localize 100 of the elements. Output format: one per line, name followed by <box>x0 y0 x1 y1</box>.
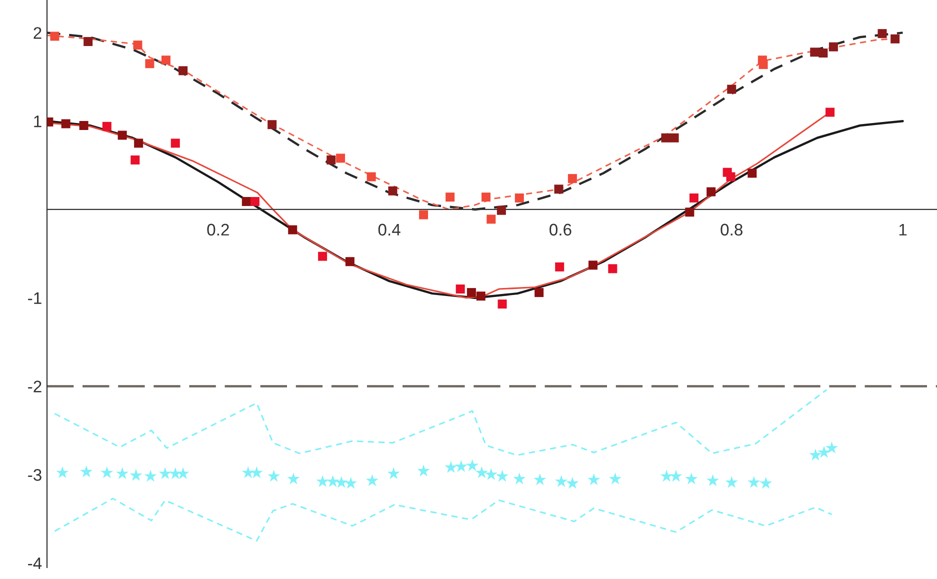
point <box>268 120 277 130</box>
point <box>568 174 577 184</box>
x-tick-label: 0.6 <box>550 224 572 236</box>
x-tick-label: 1 <box>899 224 907 236</box>
point <box>566 476 579 489</box>
point <box>748 476 760 488</box>
y-tick-label: -2 <box>28 380 42 392</box>
y-tick-label: 2 <box>34 27 42 39</box>
point <box>828 42 838 52</box>
point <box>417 464 430 476</box>
point <box>466 288 476 298</box>
point <box>758 60 768 70</box>
point <box>84 37 93 46</box>
point <box>496 470 509 482</box>
point <box>706 474 720 486</box>
point <box>661 133 670 142</box>
point <box>178 66 188 76</box>
line-series <box>54 498 833 542</box>
point <box>608 264 618 274</box>
point <box>706 187 716 196</box>
point <box>689 193 698 202</box>
point <box>288 225 298 234</box>
point <box>144 470 157 482</box>
x-tick-label: 0.4 <box>378 224 400 236</box>
point <box>878 29 887 38</box>
point <box>326 475 340 488</box>
point <box>130 155 140 164</box>
point <box>496 206 506 215</box>
point <box>100 466 114 478</box>
point <box>242 197 251 206</box>
point <box>588 473 600 486</box>
point <box>158 467 172 480</box>
point <box>498 300 507 309</box>
point <box>161 56 170 65</box>
point <box>826 108 835 117</box>
point <box>555 262 564 272</box>
y-tick-label: 1 <box>34 116 42 128</box>
x-tick-label: 0.2 <box>207 224 229 236</box>
point <box>810 48 820 57</box>
line-series <box>54 389 828 456</box>
point <box>176 467 190 480</box>
point <box>134 138 144 148</box>
point <box>268 470 280 482</box>
point <box>366 172 376 182</box>
y-tick-label: -1 <box>28 292 42 304</box>
point <box>170 138 180 148</box>
point <box>80 465 93 478</box>
point <box>534 288 544 298</box>
point <box>514 193 524 202</box>
point <box>116 467 129 480</box>
point <box>326 155 336 164</box>
point <box>486 214 496 224</box>
point <box>809 448 822 461</box>
point <box>513 472 526 484</box>
point <box>685 472 698 484</box>
point <box>725 476 738 488</box>
point <box>588 260 598 270</box>
point <box>475 466 488 478</box>
point <box>818 48 828 58</box>
point <box>484 468 498 480</box>
point <box>250 466 263 478</box>
point <box>454 460 468 472</box>
point <box>102 122 112 131</box>
point <box>444 460 458 473</box>
point <box>387 467 400 480</box>
y-tick-label: -4 <box>28 558 42 570</box>
point <box>554 184 564 194</box>
point <box>336 154 346 163</box>
point <box>344 476 358 489</box>
point <box>145 59 154 68</box>
point <box>345 257 354 266</box>
point <box>335 476 348 488</box>
point <box>670 470 682 482</box>
point <box>890 34 900 44</box>
point <box>56 466 69 478</box>
point <box>476 292 486 301</box>
point <box>366 474 378 486</box>
point <box>250 197 260 206</box>
point <box>446 192 455 202</box>
point <box>388 186 398 196</box>
point <box>456 284 465 294</box>
point <box>534 473 546 486</box>
point <box>242 466 254 478</box>
point <box>419 210 428 220</box>
point <box>726 172 736 182</box>
x-tick-label: 0.8 <box>720 224 742 236</box>
point <box>482 192 491 202</box>
point <box>318 252 328 261</box>
y-tick-label: -3 <box>28 469 42 481</box>
point <box>316 475 329 488</box>
point <box>748 168 757 178</box>
point <box>727 84 736 94</box>
point <box>825 442 838 454</box>
point <box>760 476 772 489</box>
point <box>660 470 673 482</box>
point <box>685 208 694 217</box>
point <box>555 475 568 488</box>
point <box>608 472 622 484</box>
point <box>79 121 88 130</box>
point <box>133 40 142 50</box>
